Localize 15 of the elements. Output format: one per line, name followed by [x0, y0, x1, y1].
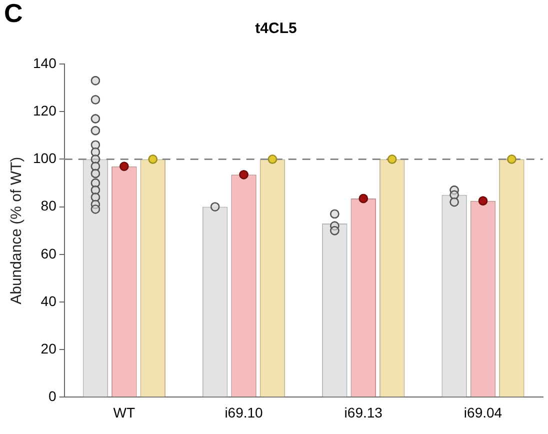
x-tick-label: i69.04	[464, 404, 502, 420]
y-tick-label: 80	[40, 198, 57, 214]
y-tick-label: 120	[33, 102, 57, 118]
y-tick-label: 20	[40, 340, 57, 356]
text: C	[4, 0, 23, 28]
x-tick-label: WT	[113, 404, 136, 420]
y-tick-label: 100	[33, 150, 57, 166]
y-tick-label: 60	[40, 245, 57, 262]
y-axis-title: Abundance (% of WT)	[8, 156, 26, 304]
x-tick-label: i69.10	[224, 404, 264, 420]
y-tick-label: 140	[33, 54, 57, 71]
y-tick-label: 40	[40, 292, 57, 309]
y-tick-label: 0	[48, 388, 57, 404]
x-tick-label: i69.13	[344, 404, 383, 420]
chart-title: t4CL5	[255, 20, 297, 38]
